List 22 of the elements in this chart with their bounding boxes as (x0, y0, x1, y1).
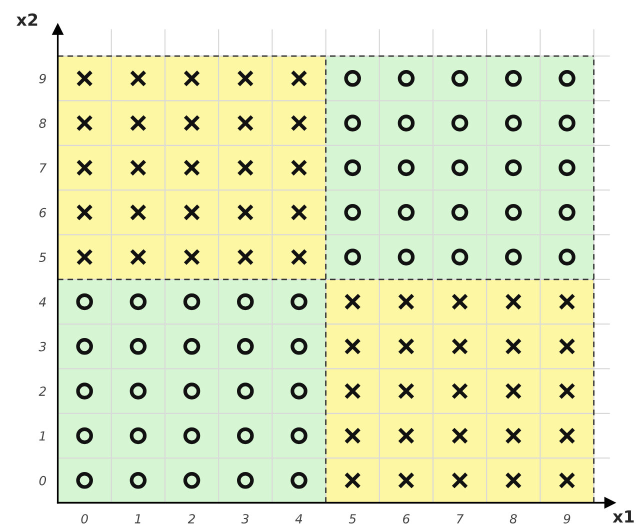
x-tick-label: 4 (295, 514, 302, 524)
x-tick-label: 1 (134, 514, 140, 524)
x-tick-label: 8 (510, 514, 517, 524)
x-tick-label: 5 (348, 514, 356, 524)
x-tick-label: 9 (564, 514, 570, 524)
y-tick-label: 9 (39, 74, 46, 84)
y-tick-label: 6 (40, 208, 46, 218)
x-axis-title: x1 (612, 510, 634, 523)
y-tick-label: 2 (38, 386, 46, 396)
x-tick-label: 7 (456, 514, 464, 524)
y-tick-label: 0 (39, 476, 46, 486)
y-tick-label: 1 (39, 431, 45, 440)
x-tick-label: 0 (81, 514, 88, 524)
x-tick-label: 3 (241, 514, 249, 524)
y-tick-label: 5 (38, 252, 46, 262)
y-tick-label: 8 (39, 118, 46, 128)
x-tick-label: 6 (403, 514, 410, 524)
y-tick-label: 7 (40, 163, 47, 172)
y-axis-title: x2 (16, 13, 38, 26)
y-tick-label: 3 (38, 342, 46, 352)
y-tick-label: 4 (38, 297, 46, 306)
x-tick-label: 2 (188, 514, 195, 524)
